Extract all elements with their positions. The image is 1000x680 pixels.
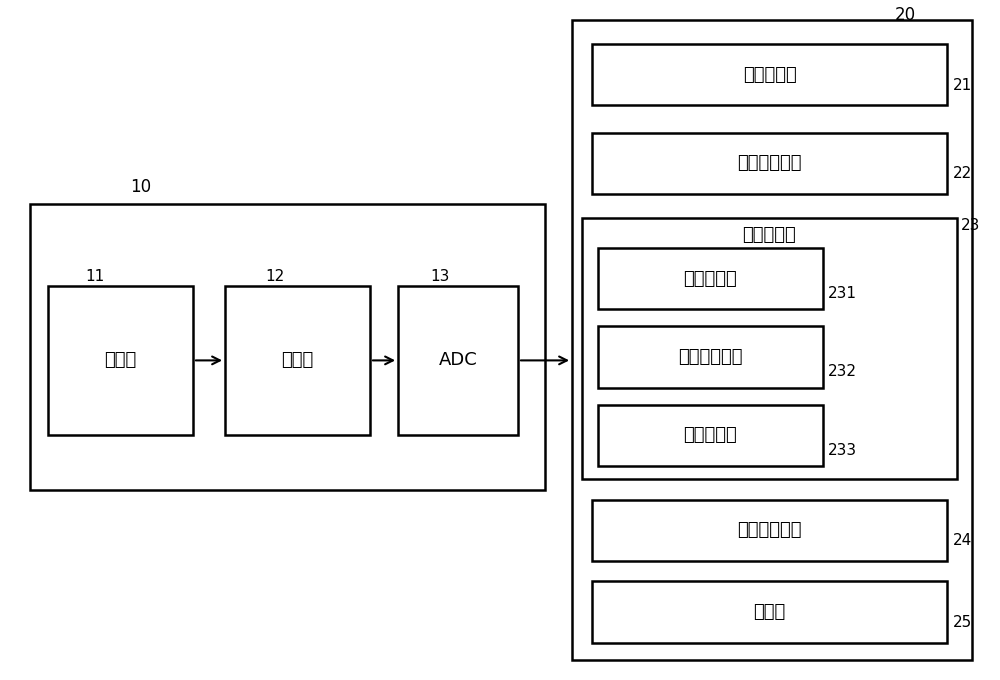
Bar bbox=[30, 204, 545, 490]
Bar bbox=[582, 218, 957, 479]
Bar bbox=[592, 581, 947, 643]
Text: 曲线图生成部: 曲线图生成部 bbox=[737, 154, 802, 172]
Text: 通道决定部: 通道决定部 bbox=[684, 426, 737, 444]
Text: 解析用数据库: 解析用数据库 bbox=[737, 522, 802, 539]
Text: 22: 22 bbox=[953, 166, 972, 181]
Text: 23: 23 bbox=[961, 218, 980, 233]
Bar bbox=[592, 133, 947, 194]
Text: 检测器: 检测器 bbox=[281, 352, 314, 369]
Text: 231: 231 bbox=[828, 286, 857, 301]
Text: 10: 10 bbox=[130, 178, 151, 196]
Text: 数据解析部: 数据解析部 bbox=[742, 226, 796, 243]
Text: 232: 232 bbox=[828, 364, 857, 379]
Bar bbox=[572, 20, 972, 660]
Text: 测量部: 测量部 bbox=[104, 352, 137, 369]
Text: 21: 21 bbox=[953, 78, 972, 92]
Text: 24: 24 bbox=[953, 533, 972, 548]
Text: 13: 13 bbox=[430, 269, 449, 284]
Text: 数据收集部: 数据收集部 bbox=[743, 66, 796, 84]
Bar bbox=[592, 500, 947, 561]
Text: 11: 11 bbox=[85, 269, 104, 284]
Bar bbox=[225, 286, 370, 435]
Bar bbox=[592, 44, 947, 105]
Bar bbox=[598, 248, 823, 309]
Bar bbox=[48, 286, 193, 435]
Bar bbox=[398, 286, 518, 435]
Text: 显示部: 显示部 bbox=[753, 603, 786, 621]
Text: 20: 20 bbox=[895, 6, 916, 24]
Text: 贡献度计算部: 贡献度计算部 bbox=[678, 348, 743, 366]
Bar bbox=[598, 405, 823, 466]
Text: 233: 233 bbox=[828, 443, 857, 458]
Text: 12: 12 bbox=[265, 269, 284, 284]
Text: ADC: ADC bbox=[439, 352, 477, 369]
Text: 25: 25 bbox=[953, 615, 972, 630]
Bar bbox=[598, 326, 823, 388]
Text: 函数计算部: 函数计算部 bbox=[684, 270, 737, 288]
